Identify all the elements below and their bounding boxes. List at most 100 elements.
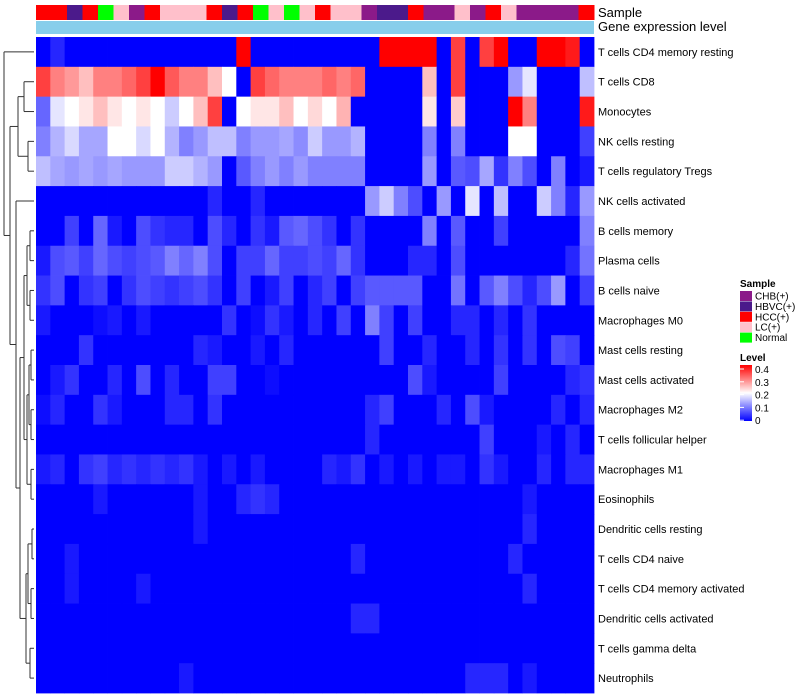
- heatmap-cell: [336, 126, 352, 157]
- heatmap-cell: [493, 335, 509, 366]
- heatmap-cell: [322, 215, 337, 247]
- row-label: T cells CD8: [598, 77, 655, 89]
- heatmap-cell: [465, 424, 480, 455]
- heatmap-cell: [579, 66, 595, 98]
- heatmap-cell: [164, 394, 180, 426]
- heatmap-cell: [78, 66, 94, 98]
- heatmap-cell: [179, 126, 194, 157]
- heatmap-cell: [293, 156, 309, 187]
- heatmap-cell: [307, 66, 323, 98]
- heatmap-cell: [107, 484, 123, 515]
- heatmap-cell: [522, 275, 538, 306]
- heatmap-cell: [36, 424, 51, 455]
- heatmap-cell: [50, 573, 66, 604]
- heatmap-cell: [551, 37, 566, 68]
- heatmap-cell: [422, 186, 438, 217]
- heatmap-cell: [36, 96, 51, 127]
- heatmap-cell: [393, 156, 409, 187]
- heatmap-cell: [193, 275, 209, 306]
- heatmap-cell: [536, 573, 552, 604]
- heatmap-cell: [479, 633, 495, 664]
- heatmap-cell: [78, 543, 94, 575]
- heatmap-cell: [250, 245, 266, 276]
- heatmap-cell: [78, 156, 94, 187]
- heatmap-cell: [479, 156, 495, 187]
- heatmap-cell: [64, 156, 80, 187]
- heatmap-cell: [379, 96, 395, 127]
- heatmap-cell: [465, 245, 480, 276]
- expression-track-bar: [36, 21, 594, 34]
- heatmap-cell: [551, 186, 566, 217]
- heatmap-cell: [522, 305, 538, 336]
- heatmap-cell: [465, 394, 480, 426]
- heatmap-cell: [264, 603, 280, 634]
- heatmap-cell: [393, 394, 409, 426]
- heatmap-cell: [193, 305, 209, 336]
- heatmap-cell: [393, 573, 409, 604]
- heatmap-cell: [36, 365, 51, 396]
- heatmap-cell: [379, 245, 395, 276]
- heatmap-cell: [293, 37, 309, 68]
- heatmap-cell: [36, 514, 51, 545]
- heatmap-cell: [422, 454, 438, 485]
- heatmap-cell: [36, 603, 51, 634]
- heatmap-cell: [536, 186, 552, 217]
- heatmap-cell: [250, 454, 266, 485]
- heatmap-cell: [179, 37, 194, 68]
- heatmap-cell: [322, 96, 337, 127]
- heatmap-cell: [508, 335, 523, 366]
- heatmap-cell: [350, 514, 366, 545]
- heatmap-cell: [150, 186, 166, 217]
- heatmap-cell: [150, 603, 166, 634]
- heatmap-cell: [121, 126, 137, 157]
- heatmap-cell: [164, 514, 180, 545]
- heatmap-cell: [279, 394, 294, 426]
- heatmap-cells: [36, 37, 595, 694]
- expression-annotation-track: [36, 21, 594, 34]
- heatmap-cell: [264, 37, 280, 68]
- heatmap-cell: [264, 215, 280, 247]
- heatmap-cell: [436, 663, 452, 694]
- heatmap-cell: [522, 424, 538, 455]
- heatmap-cell: [436, 215, 452, 247]
- heatmap-cell: [150, 96, 166, 127]
- heatmap-cell: [222, 424, 237, 455]
- heatmap-cell: [393, 305, 409, 336]
- sample-legend-swatch: [740, 311, 752, 322]
- heatmap-cell: [350, 156, 366, 187]
- heatmap-cell: [565, 66, 581, 98]
- heatmap-cell: [150, 305, 166, 336]
- heatmap-cell: [450, 126, 466, 157]
- heatmap-cell: [179, 633, 194, 664]
- sample-track-cell: [454, 5, 471, 20]
- heatmap-cell: [64, 186, 80, 217]
- heatmap-cell: [136, 514, 151, 545]
- heatmap-cell: [508, 245, 523, 276]
- heatmap-cell: [365, 424, 380, 455]
- heatmap-cell: [64, 633, 80, 664]
- heatmap-cell: [222, 275, 237, 306]
- heatmap-cell: [279, 335, 294, 366]
- heatmap-cell: [193, 186, 209, 217]
- heatmap-cell: [36, 215, 51, 247]
- heatmap-cell: [150, 156, 166, 187]
- row-label: T cells gamma delta: [598, 643, 697, 655]
- heatmap-cell: [136, 543, 151, 575]
- heatmap-cell: [293, 245, 309, 276]
- heatmap-cell: [164, 126, 180, 157]
- level-legend: Level 0.4 0.3 0.20.1 0: [740, 353, 769, 427]
- heatmap-cell: [207, 514, 223, 545]
- row-label: Dendritic cells resting: [598, 524, 703, 536]
- heatmap-cell: [64, 573, 80, 604]
- heatmap-cell: [107, 633, 123, 664]
- heatmap-cell: [179, 454, 194, 485]
- heatmap-cell: [551, 484, 566, 515]
- heatmap-cell: [408, 186, 423, 217]
- heatmap-cell: [293, 424, 309, 455]
- heatmap-cell: [565, 573, 581, 604]
- heatmap-cell: [350, 603, 366, 634]
- heatmap-cell: [50, 96, 66, 127]
- heatmap-cell: [136, 484, 151, 515]
- heatmap-cell: [307, 424, 323, 455]
- heatmap-cell: [322, 603, 337, 634]
